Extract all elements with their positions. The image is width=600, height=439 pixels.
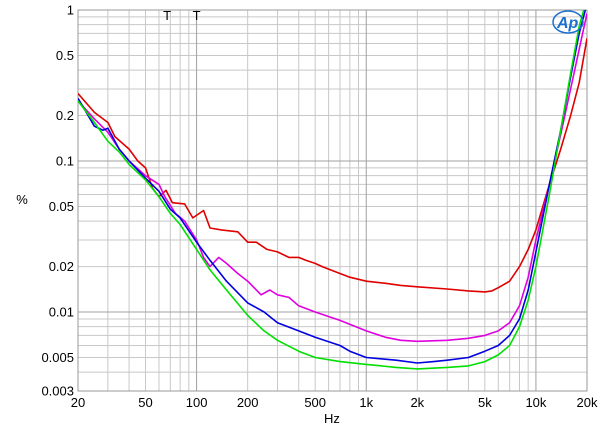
- y-tick-label: 0.003: [41, 384, 74, 399]
- x-tick-label: 1k: [359, 395, 373, 410]
- x-tick-label: 200: [237, 395, 259, 410]
- series-line-3: [78, 10, 587, 364]
- x-tick-label: 2k: [410, 395, 424, 410]
- x-tick-label: 20k: [577, 395, 598, 410]
- y-axis-label: %: [16, 192, 28, 207]
- x-tick-labels: 20 50 100 200 500 1k 2k 5k 10k 20k: [71, 395, 598, 410]
- t-marker: T: [193, 8, 201, 23]
- y-tick-label: 0.05: [49, 199, 74, 214]
- plot-frame: [77, 9, 588, 392]
- y-tick-labels: 1 0.5 0.2 0.1 0.05 0.02 0.01 0.005 0.003: [41, 3, 74, 399]
- ap-logo-ring: [552, 10, 584, 34]
- y-tick-label: 0.02: [49, 259, 74, 274]
- y-tick-label: 0.2: [56, 108, 74, 123]
- x-tick-label: 500: [304, 395, 326, 410]
- y-tick-label: 1: [67, 3, 74, 18]
- series-layer: [78, 10, 587, 370]
- x-tick-label: 5k: [478, 395, 492, 410]
- series-line-4: [78, 10, 585, 370]
- y-tick-label: 0.5: [56, 48, 74, 63]
- x-tick-label: 20: [71, 395, 85, 410]
- x-axis-label: Hz: [324, 411, 340, 426]
- series-line-2: [78, 13, 587, 343]
- y-tick-label: 0.005: [41, 350, 74, 365]
- y-tick-label: 0.1: [56, 154, 74, 169]
- ap-logo: Ap: [552, 10, 584, 34]
- t-marker: T: [163, 8, 171, 23]
- x-tick-label: 100: [186, 395, 208, 410]
- series-line-1: [78, 38, 587, 293]
- ap-logo-text: Ap: [556, 15, 579, 32]
- x-tick-label: 50: [138, 395, 152, 410]
- x-tick-label: 10k: [525, 395, 546, 410]
- y-tick-label: 0.01: [49, 305, 74, 320]
